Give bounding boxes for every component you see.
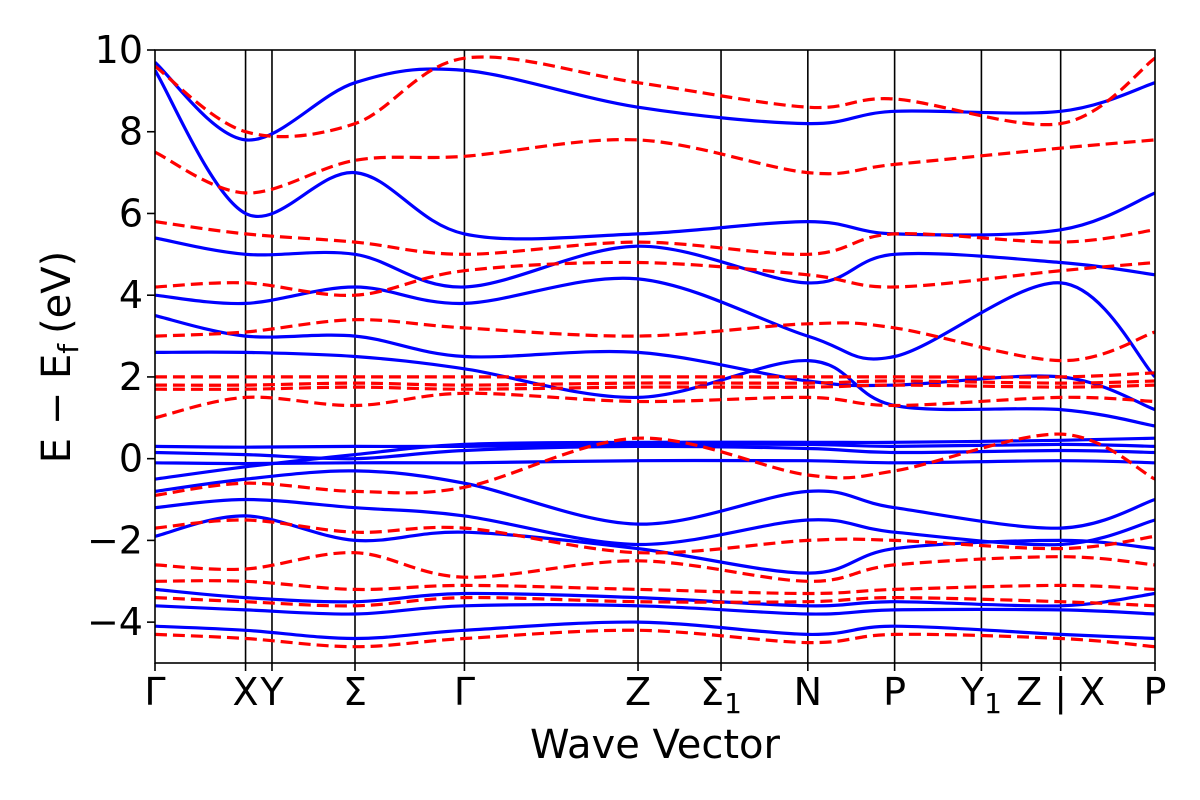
dashed-band-line [155, 260, 1155, 297]
kpoint-label: Σ1 [700, 670, 742, 720]
solid-band-line [155, 469, 1155, 530]
dashed-band-line [155, 551, 1155, 583]
y-tick-label: 4 [119, 273, 143, 317]
kpoint-label: X [233, 670, 259, 714]
y-tick-label: 2 [119, 355, 143, 399]
solid-band-line [155, 442, 1155, 449]
y-tick-label: 8 [119, 110, 143, 154]
solid-band-line [155, 458, 1155, 466]
solid-band-line [155, 61, 1155, 142]
solid-band-line [155, 514, 1155, 575]
y-axis-title: E − Ef (eV) [34, 251, 85, 464]
kpoint-label: Y [259, 670, 284, 714]
kpoint-label-main: Γ [144, 670, 165, 714]
kpoint-label: Γ [144, 670, 165, 714]
dashed-band-line [155, 379, 1155, 387]
kpoint-label-main: X [233, 670, 259, 714]
kpoint-label-main: Γ [454, 670, 475, 714]
kpoint-label-main: P [883, 670, 906, 714]
solid-band-line [155, 603, 1155, 616]
kpoint-label-main: Z | X [1016, 670, 1105, 715]
kpoint-label-sub: 1 [724, 687, 742, 720]
solid-band-line [155, 444, 1155, 461]
dashed-band-line [155, 518, 1155, 555]
kpoint-label: Z | X [1016, 670, 1105, 715]
kpoint-label-sub: 1 [984, 687, 1002, 720]
dashed-band-line [155, 391, 1155, 420]
solid-band-line [155, 587, 1155, 608]
kpoint-label-main: Y [960, 670, 985, 714]
kpoint-label-main: N [794, 670, 822, 714]
y-tick-label: −2 [87, 518, 143, 562]
solid-band-line [155, 436, 1155, 481]
solid-band-line [155, 236, 1155, 289]
solid-band-line [155, 276, 1155, 379]
solid-band-line [155, 69, 1155, 241]
kpoint-label-main: Σ [343, 670, 367, 714]
kpoint-label: P [1144, 670, 1167, 714]
dashed-band-line [155, 220, 1155, 256]
solid-band-line [155, 620, 1155, 641]
band-lines [155, 55, 1155, 649]
y-tick-label: −4 [87, 600, 143, 644]
plot-frame [154, 49, 1156, 664]
y-tick-label: 6 [119, 191, 143, 235]
y-axis-title-main: E − E [34, 354, 80, 464]
kpoint-label: Γ [454, 670, 475, 714]
kpoint-label: Z [625, 670, 651, 714]
dashed-band-line [155, 137, 1155, 195]
dashed-band-line [155, 579, 1155, 596]
y-tick-label: 0 [119, 437, 143, 481]
x-axis-title: Wave Vector [530, 722, 781, 768]
kpoint-separators [244, 50, 1062, 663]
dashed-band-line [155, 318, 1155, 363]
y-axis-title-unit: (eV) [34, 251, 80, 334]
kpoint-label: Σ [343, 670, 367, 714]
dashed-band-line [155, 371, 1155, 379]
dashed-band-line [155, 55, 1155, 139]
y-axis-title-sub: f [52, 343, 85, 354]
kpoint-label-main: Z [625, 670, 651, 714]
dashed-band-line [155, 432, 1155, 497]
kpoint-label-main: P [1144, 670, 1167, 714]
kpoint-label: N [794, 670, 822, 714]
solid-band-line [155, 350, 1155, 428]
kpoint-label-main: Y [259, 670, 284, 714]
y-tick-label: 10 [95, 28, 143, 72]
y-axis: 10 8 6 4 2 0 −2 −4 [87, 28, 155, 644]
kpoint-label-main: Σ [700, 670, 724, 714]
kpoint-label: P [883, 670, 906, 714]
kpoint-label: Y1 [960, 670, 1002, 720]
dashed-band-line [155, 383, 1155, 391]
